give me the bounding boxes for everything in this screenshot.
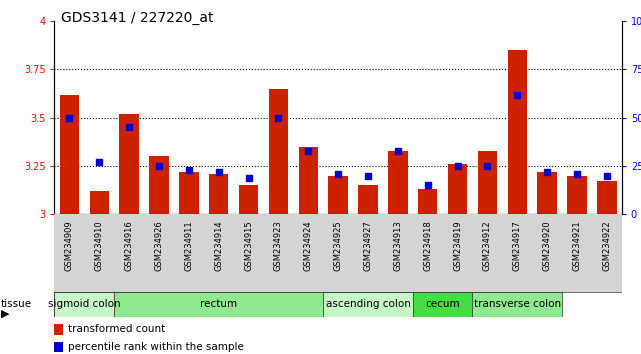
- Bar: [388, 150, 408, 214]
- Bar: [418, 189, 437, 214]
- Text: GSM234912: GSM234912: [483, 221, 492, 271]
- Point: [244, 175, 254, 180]
- Point: [124, 125, 134, 130]
- Point: [154, 163, 164, 169]
- Text: GSM234916: GSM234916: [124, 221, 133, 271]
- Bar: [567, 176, 587, 214]
- Bar: [209, 174, 228, 214]
- Bar: [54, 324, 63, 335]
- Text: rectum: rectum: [200, 299, 237, 309]
- Point: [602, 173, 612, 178]
- Bar: [358, 185, 378, 214]
- Point: [542, 169, 553, 175]
- Point: [333, 171, 344, 177]
- Text: cecum: cecum: [426, 299, 460, 309]
- Bar: [114, 292, 323, 317]
- Bar: [179, 172, 199, 214]
- Point: [363, 173, 373, 178]
- Text: percentile rank within the sample: percentile rank within the sample: [68, 342, 244, 352]
- Text: GSM234909: GSM234909: [65, 221, 74, 271]
- Point: [512, 92, 522, 97]
- Bar: [478, 150, 497, 214]
- Text: GDS3141 / 227220_at: GDS3141 / 227220_at: [61, 11, 213, 25]
- Bar: [508, 50, 527, 214]
- Text: GSM234922: GSM234922: [603, 221, 612, 271]
- Bar: [239, 185, 258, 214]
- Bar: [54, 342, 63, 352]
- Point: [453, 163, 463, 169]
- Text: GSM234925: GSM234925: [333, 221, 343, 271]
- Bar: [537, 172, 557, 214]
- Text: GSM234924: GSM234924: [304, 221, 313, 271]
- Point: [213, 169, 224, 175]
- Text: ▶: ▶: [1, 308, 9, 318]
- Point: [273, 115, 283, 120]
- Bar: [328, 176, 348, 214]
- Text: GSM234915: GSM234915: [244, 221, 253, 271]
- Bar: [119, 114, 139, 214]
- Text: transverse colon: transverse colon: [474, 299, 561, 309]
- Text: sigmoid colon: sigmoid colon: [48, 299, 121, 309]
- Point: [572, 171, 582, 177]
- Bar: [323, 292, 413, 317]
- Text: GSM234926: GSM234926: [154, 221, 163, 271]
- Text: GSM234917: GSM234917: [513, 221, 522, 271]
- Point: [482, 163, 492, 169]
- Bar: [448, 164, 467, 214]
- Text: tissue: tissue: [1, 299, 32, 309]
- Point: [184, 167, 194, 173]
- Text: GSM234919: GSM234919: [453, 221, 462, 271]
- Bar: [269, 89, 288, 214]
- Text: GSM234918: GSM234918: [423, 221, 432, 271]
- Point: [393, 148, 403, 153]
- Bar: [413, 292, 472, 317]
- Text: GSM234913: GSM234913: [394, 221, 403, 271]
- Bar: [90, 191, 109, 214]
- Bar: [299, 147, 318, 214]
- Text: GSM234927: GSM234927: [363, 221, 372, 271]
- Bar: [472, 292, 562, 317]
- Text: transformed count: transformed count: [68, 324, 165, 334]
- Text: GSM234914: GSM234914: [214, 221, 223, 271]
- Point: [303, 148, 313, 153]
- Text: ascending colon: ascending colon: [326, 299, 410, 309]
- Bar: [54, 292, 114, 317]
- Bar: [597, 181, 617, 214]
- Bar: [60, 95, 79, 214]
- Point: [64, 115, 74, 120]
- Text: GSM234921: GSM234921: [572, 221, 581, 271]
- Point: [94, 159, 104, 165]
- Bar: [149, 156, 169, 214]
- Text: GSM234911: GSM234911: [185, 221, 194, 271]
- Text: GSM234920: GSM234920: [543, 221, 552, 271]
- Text: GSM234910: GSM234910: [95, 221, 104, 271]
- Text: GSM234923: GSM234923: [274, 221, 283, 271]
- Point: [422, 182, 433, 188]
